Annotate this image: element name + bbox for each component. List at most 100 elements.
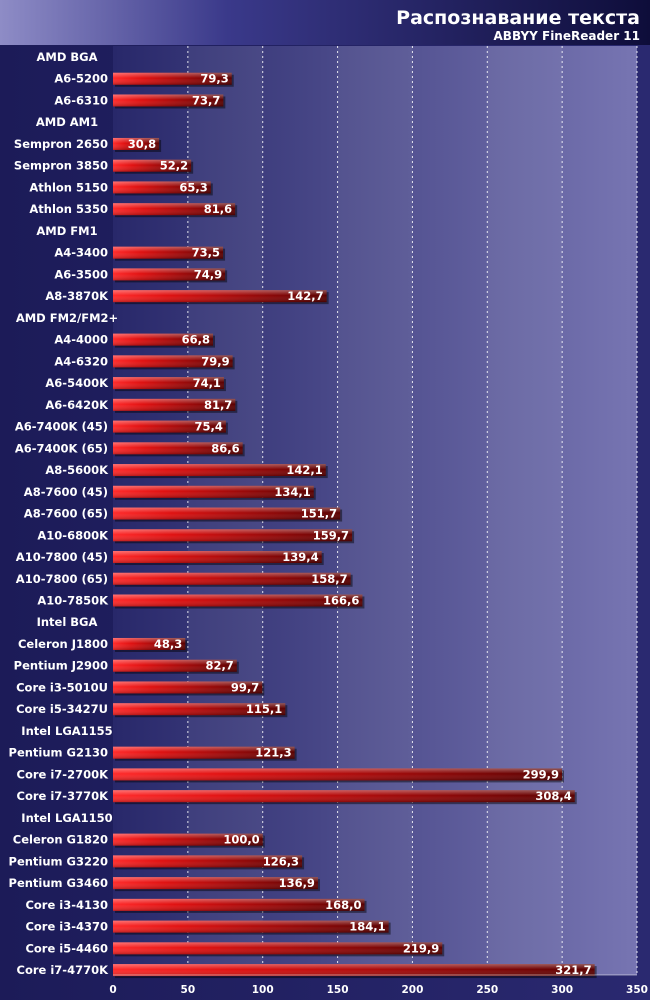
bar (113, 485, 316, 500)
category-label: A6-5400K (45, 376, 109, 390)
category-label: Core i5-4460 (25, 941, 108, 955)
bar (113, 398, 238, 413)
value-label: 73,7 (192, 93, 220, 107)
value-label: 308,4 (535, 789, 571, 803)
bar-shine (113, 637, 186, 650)
value-label: 66,8 (182, 333, 210, 347)
category-label: Core i3-5010U (16, 680, 108, 694)
value-label: 30,8 (128, 137, 156, 151)
category-label: A4-3400 (54, 246, 108, 260)
bar-shine (113, 398, 236, 411)
value-label: 134,1 (274, 485, 310, 499)
bar-shine (113, 551, 322, 564)
bar-shine (113, 203, 236, 216)
bar (113, 137, 162, 152)
value-label: 81,6 (204, 202, 232, 216)
value-label: 74,1 (193, 376, 221, 390)
value-label: 158,7 (311, 572, 347, 586)
category-label: Pentium G3460 (9, 876, 108, 890)
bar (113, 72, 234, 87)
bar (113, 442, 245, 457)
value-label: 159,7 (313, 528, 349, 542)
bar (113, 94, 226, 109)
bar-shine (113, 746, 295, 759)
group-header-label: Intel BGA (37, 615, 98, 629)
value-label: 65,3 (179, 180, 207, 194)
category-label: Celeron J1800 (18, 637, 108, 651)
bar-shine (113, 72, 232, 85)
bar-shine (113, 529, 353, 542)
x-tick-label: 0 (109, 984, 116, 996)
category-label: Core i5-3427U (16, 702, 108, 716)
category-label: Pentium G2130 (9, 746, 108, 760)
bar (113, 268, 228, 283)
value-label: 184,1 (349, 920, 385, 934)
category-label: Core i7-3770K (17, 789, 110, 803)
bar-shine (113, 94, 224, 107)
bar-shine (113, 681, 263, 694)
bar-shine (113, 442, 243, 455)
header-band (0, 0, 650, 45)
bar-shine (113, 507, 341, 520)
category-label: Core i7-4770K (17, 963, 110, 977)
value-label: 142,1 (286, 463, 322, 477)
grid-bands (187, 46, 563, 975)
value-label: 82,7 (205, 659, 233, 673)
bar (113, 659, 239, 674)
category-label: Sempron 2650 (14, 137, 108, 151)
category-label: A4-4000 (54, 333, 108, 347)
bar (113, 637, 188, 652)
bar-shine (113, 377, 224, 390)
value-label: 52,2 (160, 159, 188, 173)
bar (113, 681, 265, 696)
category-label: A6-3500 (54, 267, 108, 281)
bar-shine (113, 485, 314, 498)
value-label: 86,6 (211, 441, 239, 455)
value-label: 75,4 (195, 420, 223, 434)
bar-shine (113, 181, 211, 194)
bar-shine (113, 703, 286, 716)
value-label: 139,4 (282, 550, 318, 564)
group-header-label: Intel LGA1155 (21, 724, 112, 738)
x-tick-label: 50 (181, 984, 196, 996)
bar (113, 377, 226, 392)
value-label: 142,7 (287, 289, 323, 303)
value-label: 321,7 (555, 963, 591, 977)
value-label: 136,9 (279, 876, 315, 890)
category-label: Athlon 5150 (29, 180, 108, 194)
x-axis: 0 50 100 150 200 250 300 350 (109, 974, 648, 996)
bar-shine (113, 464, 326, 477)
bar-shine (113, 572, 351, 585)
value-label: 166,6 (323, 594, 359, 608)
bar (113, 768, 564, 783)
value-label: 100,0 (223, 833, 259, 847)
category-label: A6-7400K (45) (15, 420, 108, 434)
y-axis-labels: AMD BGA A6-5200 A6-6310 AMD AM1 Sempron 2650… (9, 50, 119, 977)
bar (113, 551, 324, 566)
bars (113, 72, 597, 979)
category-label: Sempron 3850 (14, 159, 108, 173)
value-label: 151,7 (301, 507, 337, 521)
value-label: 168,0 (325, 898, 361, 912)
bar (113, 964, 597, 979)
bar (113, 855, 305, 870)
bar (113, 420, 228, 435)
bar (113, 898, 367, 913)
value-label: 299,9 (523, 767, 559, 781)
bar-shine (113, 659, 237, 672)
chart-subtitle: ABBYY FineReader 11 (494, 29, 640, 43)
bar-shine (113, 268, 226, 281)
bar (113, 203, 238, 218)
bar (113, 920, 391, 935)
bar-shine (113, 137, 160, 150)
bar-shine (113, 246, 224, 259)
bar (113, 507, 343, 522)
group-header-label: Intel LGA1150 (21, 811, 112, 825)
category-label: A6-5200 (54, 72, 108, 86)
bar-shine (113, 855, 303, 868)
value-label: 99,7 (231, 680, 259, 694)
category-label: A8-7600 (45) (24, 485, 108, 499)
category-label: A10-7800 (65) (16, 572, 108, 586)
bar (113, 159, 194, 174)
